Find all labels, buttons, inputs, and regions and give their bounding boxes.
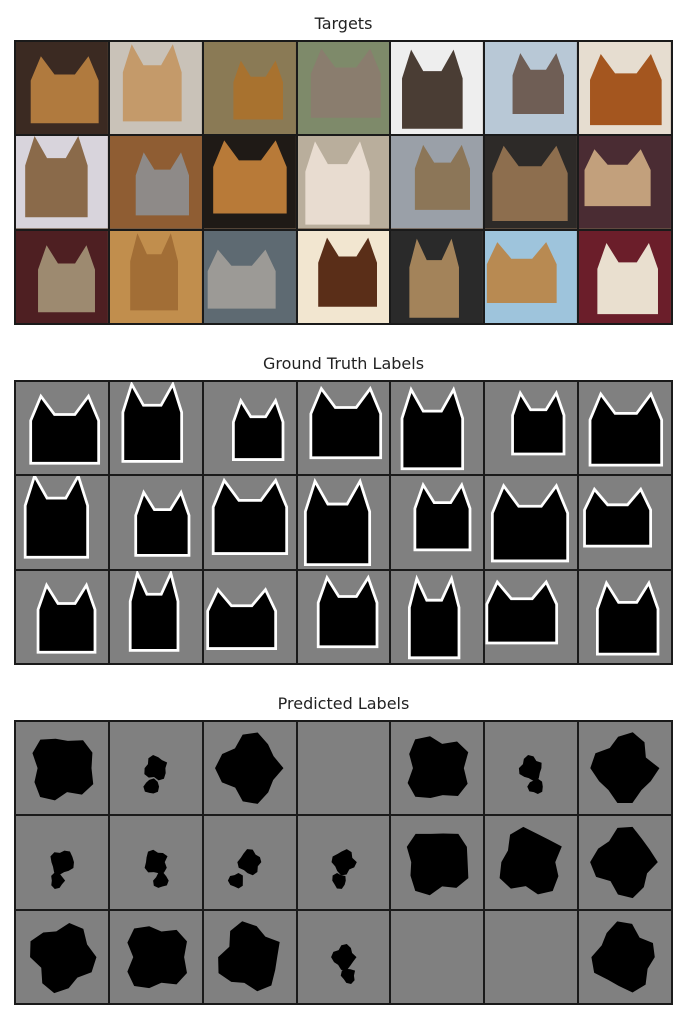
photo-cell-r3-c1 (16, 230, 108, 323)
photo-cell-r1-c5 (391, 42, 484, 135)
targets-panel: Targets (14, 8, 673, 326)
photo-cell-r3-c4 (297, 230, 390, 323)
photo-cell-r3-c3 (203, 230, 296, 323)
photo-cell-r2-c7 (579, 136, 671, 229)
predicted-panel: Predicted Labels (14, 688, 673, 1006)
photo-cell-r2-c3 (203, 136, 296, 229)
photo-cell-r1-c7 (579, 42, 671, 135)
targets-grid (14, 40, 673, 325)
pred-cell-r2-c2 (109, 816, 202, 909)
pred-cell-r2-c3 (203, 816, 296, 909)
truth-cell-r1-c5 (391, 382, 484, 475)
pred-cell-r3-c3 (203, 910, 296, 1003)
truth-cell-r3-c6 (485, 570, 578, 663)
pred-cell-r1-c6 (485, 722, 578, 815)
panel-title-ground-truth: Ground Truth Labels (262, 354, 425, 373)
pred-cell-r2-c6 (485, 816, 578, 909)
photo-cell-r2-c4 (297, 136, 390, 229)
pred-cell-r2-c7 (579, 816, 671, 909)
truth-cell-r3-c7 (579, 570, 671, 663)
photo-cell-r2-c2 (109, 136, 202, 229)
truth-cell-r1-c2 (109, 382, 202, 475)
pred-cell-r3-c4 (297, 910, 390, 1003)
photo-cell-r2-c5 (391, 136, 484, 229)
truth-cell-r1-c7 (579, 382, 671, 475)
photo-cell-r3-c5 (391, 230, 484, 323)
pred-cell-r1-c5 (391, 722, 484, 815)
pred-cell-r1-c1 (16, 722, 108, 815)
truth-cell-r2-c4 (297, 476, 390, 569)
panel-title-predicted: Predicted Labels (277, 694, 410, 713)
truth-cell-r3-c5 (391, 570, 484, 663)
photo-cell-r1-c2 (109, 42, 202, 135)
truth-cell-r2-c5 (391, 476, 484, 569)
ground-truth-panel: Ground Truth Labels (14, 348, 673, 666)
predicted-grid (14, 720, 673, 1005)
photo-cell-r1-c3 (203, 42, 296, 135)
truth-cell-r2-c1 (16, 476, 108, 569)
truth-cell-r1-c6 (485, 382, 578, 475)
photo-cell-r1-c1 (16, 42, 108, 135)
truth-cell-r2-c2 (109, 476, 202, 569)
photo-cell-r2-c6 (485, 136, 578, 229)
photo-cell-r1-c4 (297, 42, 390, 135)
pred-cell-r1-c2 (109, 722, 202, 815)
pred-cell-r2-c1 (16, 816, 108, 909)
truth-cell-r3-c3 (203, 570, 296, 663)
pred-cell-r1-c3 (203, 722, 296, 815)
photo-cell-r3-c2 (109, 230, 202, 323)
truth-cell-r2-c3 (203, 476, 296, 569)
truth-cell-r1-c3 (203, 382, 296, 475)
ground-truth-grid (14, 380, 673, 665)
truth-cell-r1-c4 (297, 382, 390, 475)
pred-cell-r3-c5 (391, 910, 484, 1003)
pred-cell-r1-c7 (579, 722, 671, 815)
truth-cell-r3-c2 (109, 570, 202, 663)
truth-cell-r1-c1 (16, 382, 108, 475)
pred-cell-r3-c2 (109, 910, 202, 1003)
truth-cell-r3-c4 (297, 570, 390, 663)
pred-cell-r3-c6 (485, 910, 578, 1003)
truth-cell-r2-c6 (485, 476, 578, 569)
photo-cell-r1-c6 (485, 42, 578, 135)
photo-cell-r2-c1 (16, 136, 108, 229)
pred-cell-r3-c7 (579, 910, 671, 1003)
photo-cell-r3-c6 (485, 230, 578, 323)
truth-cell-r3-c1 (16, 570, 108, 663)
panel-title-targets: Targets (314, 14, 373, 33)
pred-cell-r3-c1 (16, 910, 108, 1003)
pred-cell-r2-c5 (391, 816, 484, 909)
pred-cell-r1-c4 (297, 722, 390, 815)
photo-cell-r3-c7 (579, 230, 671, 323)
pred-cell-r2-c4 (297, 816, 390, 909)
truth-cell-r2-c7 (579, 476, 671, 569)
